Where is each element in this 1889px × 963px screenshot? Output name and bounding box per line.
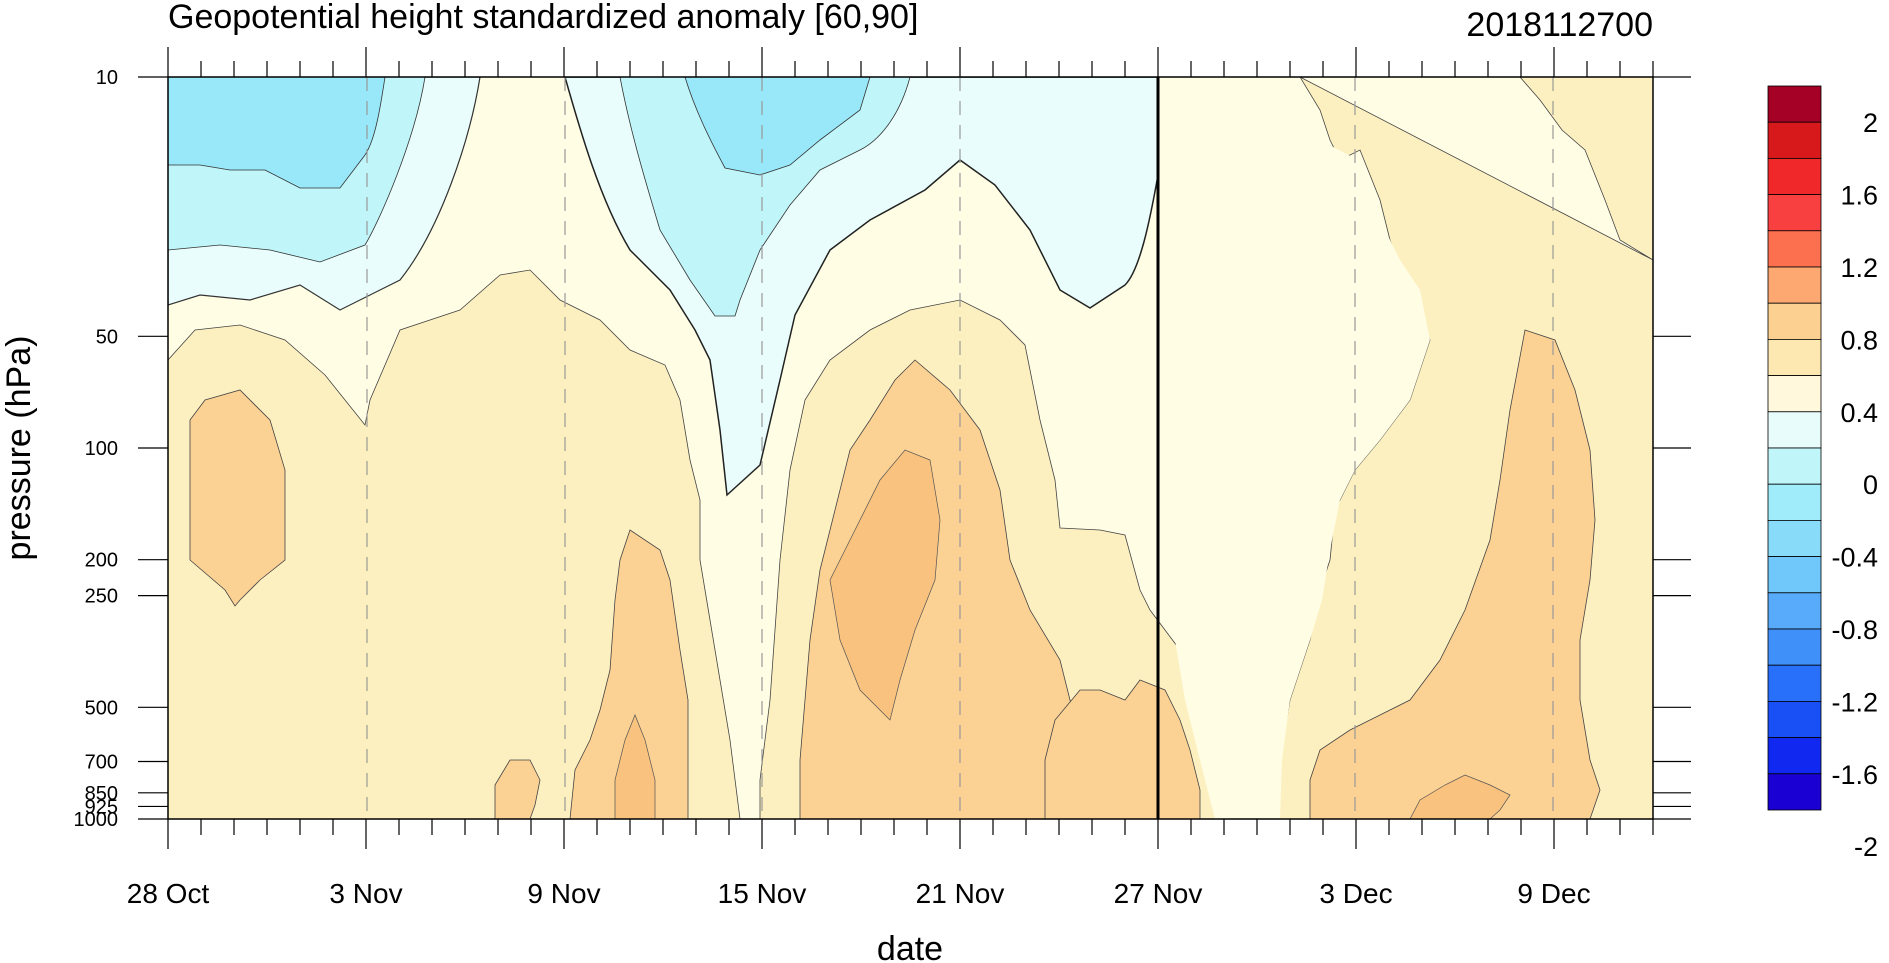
contour-neg-0-8-center [619, 77, 911, 317]
y-tick-label: 850 [85, 783, 118, 805]
colorbar-swatch [1767, 520, 1822, 558]
y-tick-label: 1000 [74, 809, 119, 831]
y-tick-label: 200 [85, 550, 118, 572]
colorbar [1767, 85, 1822, 811]
colorbar-swatch [1767, 556, 1822, 594]
colorbar-swatch [1767, 628, 1822, 666]
x-axis-label: date [877, 930, 943, 963]
colorbar-swatch [1767, 483, 1822, 521]
colorbar-swatch [1767, 701, 1822, 739]
colorbar-swatch [1767, 737, 1822, 775]
y-axis-label: pressure (hPa) [0, 336, 38, 561]
colorbar-label: 1.6 [1840, 181, 1878, 211]
colorbar-swatch [1767, 121, 1822, 159]
colorbar-swatch [1767, 773, 1822, 811]
contour-pos-1-2-c [1409, 774, 1511, 819]
x-tick-label: 15 Nov [718, 878, 807, 909]
colorbar-swatch [1767, 375, 1822, 413]
colorbar-label: -2 [1854, 832, 1878, 862]
colorbar-label: 2 [1863, 108, 1878, 138]
colorbar-swatch [1767, 157, 1822, 195]
colorbar-label: 0.8 [1840, 325, 1878, 355]
contour-pos-0-8-b [569, 529, 689, 819]
y-tick-label: 100 [85, 438, 118, 460]
contour-pos-1-2-a [829, 449, 941, 721]
colorbar-swatch [1767, 447, 1822, 485]
date-gridlines [366, 77, 1554, 819]
contour-neg-1-2-left [168, 77, 386, 189]
colorbar-swatch [1767, 194, 1822, 232]
colorbar-swatch [1767, 266, 1822, 304]
x-tick-labels: 28 Oct 3 Nov 9 Nov 15 Nov 21 Nov 27 Nov 3 Dec 9… [127, 878, 1591, 909]
y-tick-label: 10 [96, 67, 118, 89]
x-tick-label: 28 Oct [127, 878, 210, 909]
colorbar-swatch [1767, 664, 1822, 702]
colorbar-label: 0.4 [1840, 398, 1878, 428]
colorbar-label: 0 [1863, 470, 1878, 500]
contour-pos-0-8-a [189, 389, 286, 607]
chart-right-title: 2018112700 [1466, 6, 1653, 44]
contour-pos-0-8-d [1044, 679, 1201, 819]
contour-pos-0-8-e [1309, 329, 1601, 819]
x-tick-label: 27 Nov [1114, 878, 1203, 909]
colorbar-label: 1.2 [1840, 253, 1878, 283]
colorbar-swatch [1767, 85, 1822, 123]
colorbar-swatch [1767, 411, 1822, 449]
colorbar-swatch [1767, 230, 1822, 268]
colorbar-label: -1.2 [1831, 687, 1878, 717]
y-tick-label: 500 [85, 697, 118, 719]
contour-neg-1-2-center [684, 77, 871, 176]
x-tick-marks [167, 47, 1654, 849]
colorbar-labels: 2 1.6 1.2 0.8 0.4 0 -0.4 -0.8 -1.2 -1.6 -2 [1831, 108, 1878, 862]
x-tick-label: 3 Dec [1319, 878, 1392, 909]
x-tick-label: 9 Nov [527, 878, 600, 909]
contour-zero-right [1158, 77, 1430, 819]
contour-pos-0-8-f [494, 759, 541, 819]
y-tick-label: 700 [85, 752, 118, 774]
y-tick-label: 925 [85, 796, 118, 818]
colorbar-label: -0.8 [1831, 615, 1878, 645]
x-tick-label: 21 Nov [916, 878, 1005, 909]
y-tick-label: 250 [85, 586, 118, 608]
contour-pos-0-4-left [168, 269, 741, 819]
colorbar-swatch [1767, 592, 1822, 630]
colorbar-label: -1.6 [1831, 760, 1878, 790]
x-tick-label: 3 Nov [329, 878, 402, 909]
contour-pos-1-2-b [614, 714, 656, 819]
colorbar-swatch [1767, 302, 1822, 340]
x-tick-label: 9 Dec [1517, 878, 1590, 909]
chart-title: Geopotential height standardized anomaly… [168, 0, 918, 36]
colorbar-swatch [1767, 338, 1822, 376]
colorbar-label: -0.4 [1831, 543, 1878, 573]
y-tick-label: 50 [96, 326, 118, 348]
contour-fills [168, 77, 1653, 819]
y-tick-marks [138, 76, 1691, 820]
